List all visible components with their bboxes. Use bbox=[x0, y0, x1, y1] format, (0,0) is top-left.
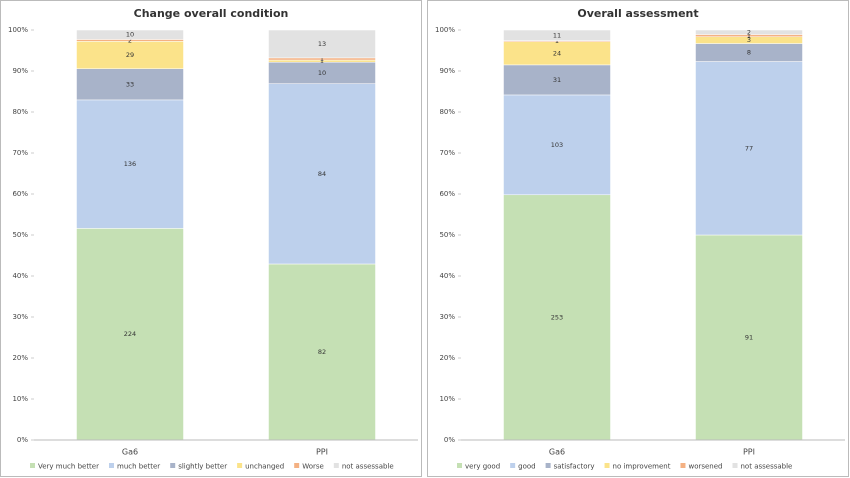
y-tick-label: 30% bbox=[12, 313, 28, 321]
legend-label: good bbox=[518, 463, 535, 471]
data-label: 1 bbox=[555, 37, 559, 45]
data-label: 1 bbox=[320, 57, 324, 65]
data-label: 3 bbox=[747, 36, 751, 44]
chart-title: Change overall condition bbox=[134, 7, 289, 20]
x-tick-label: Ga6 bbox=[549, 448, 565, 457]
y-tick-label: 90% bbox=[439, 67, 455, 75]
y-tick-label: 10% bbox=[439, 395, 455, 403]
data-label: 10 bbox=[126, 31, 134, 39]
bar-segment bbox=[76, 99, 184, 229]
legend-swatch bbox=[510, 463, 516, 468]
bar-segment bbox=[76, 228, 184, 441]
data-label: 1 bbox=[320, 55, 324, 63]
y-tick-label: 0% bbox=[17, 436, 28, 444]
data-label: 224 bbox=[124, 330, 136, 338]
x-tick-label: Ga6 bbox=[122, 448, 138, 457]
y-tick-label: 40% bbox=[439, 272, 455, 280]
bar-segment bbox=[76, 29, 184, 40]
data-label: 13 bbox=[318, 40, 326, 48]
y-tick-label: 80% bbox=[12, 108, 28, 116]
data-label: 8 bbox=[747, 49, 751, 57]
legend-swatch bbox=[604, 463, 610, 468]
data-label: 103 bbox=[551, 141, 563, 149]
data-label: 82 bbox=[318, 348, 326, 356]
legend-swatch bbox=[109, 463, 114, 468]
data-label: 11 bbox=[553, 31, 561, 39]
bar-segment bbox=[695, 61, 803, 236]
legend-swatch bbox=[732, 463, 738, 468]
legend-swatch bbox=[457, 463, 462, 468]
y-tick-label: 60% bbox=[439, 190, 455, 198]
legend-swatch bbox=[170, 463, 176, 468]
legend-swatch bbox=[680, 463, 686, 468]
legend-swatch bbox=[30, 463, 35, 468]
chart-title: Overall assessment bbox=[577, 7, 698, 20]
bar-segment bbox=[76, 68, 184, 101]
x-tick-label: PPI bbox=[316, 448, 328, 457]
bar-segment bbox=[503, 94, 611, 196]
legend-label: not assessable bbox=[741, 463, 793, 471]
data-label: 2 bbox=[747, 28, 751, 36]
y-tick-label: 10% bbox=[12, 395, 28, 403]
data-label: 2 bbox=[128, 36, 132, 44]
y-tick-label: 70% bbox=[12, 149, 28, 157]
data-label: 24 bbox=[553, 49, 561, 57]
legend-swatch bbox=[545, 463, 551, 468]
bar-segment bbox=[695, 234, 803, 441]
legend-label: Worse bbox=[302, 463, 324, 471]
legend-label: unchanged bbox=[245, 463, 284, 471]
data-label: 31 bbox=[553, 76, 561, 84]
y-tick-label: 80% bbox=[439, 108, 455, 116]
data-label: 33 bbox=[126, 80, 134, 88]
data-label: 10 bbox=[318, 69, 326, 77]
data-label: 84 bbox=[318, 170, 326, 178]
x-tick-label: PPI bbox=[743, 448, 755, 457]
data-label: 136 bbox=[124, 160, 136, 168]
bar-segment bbox=[695, 29, 803, 35]
legend-label: very good bbox=[465, 463, 500, 471]
legend-label: slightly better bbox=[178, 463, 227, 471]
y-tick-label: 90% bbox=[12, 67, 28, 75]
y-tick-label: 60% bbox=[12, 190, 28, 198]
bar-segment bbox=[268, 29, 376, 59]
y-tick-label: 30% bbox=[439, 313, 455, 321]
data-label: 91 bbox=[745, 334, 753, 342]
legend-swatch bbox=[333, 463, 339, 468]
data-label: 253 bbox=[551, 313, 563, 321]
y-tick-label: 50% bbox=[439, 231, 455, 239]
y-tick-label: 40% bbox=[12, 272, 28, 280]
y-tick-label: 20% bbox=[12, 354, 28, 362]
data-label: 1 bbox=[747, 32, 751, 40]
y-tick-label: 50% bbox=[12, 231, 28, 239]
legend-label: much better bbox=[117, 463, 160, 471]
legend-label: not assessable bbox=[342, 463, 394, 471]
bar-segment bbox=[268, 83, 376, 265]
legend-label: worsened bbox=[688, 463, 722, 471]
legend-label: no improvement bbox=[613, 463, 671, 471]
bar-segment bbox=[503, 29, 611, 41]
legend-label: Very much better bbox=[38, 463, 99, 471]
y-tick-label: 70% bbox=[439, 149, 455, 157]
bar-segment bbox=[503, 194, 611, 441]
data-label: 29 bbox=[126, 51, 134, 59]
y-tick-label: 100% bbox=[435, 26, 455, 34]
bar-segment bbox=[503, 64, 611, 96]
legend-swatch bbox=[294, 463, 300, 468]
legend-label: satisfactory bbox=[554, 463, 595, 471]
y-tick-label: 20% bbox=[439, 354, 455, 362]
legend-swatch bbox=[237, 463, 243, 468]
y-tick-label: 100% bbox=[8, 26, 28, 34]
data-label: 77 bbox=[745, 144, 753, 152]
y-tick-label: 0% bbox=[444, 436, 455, 444]
